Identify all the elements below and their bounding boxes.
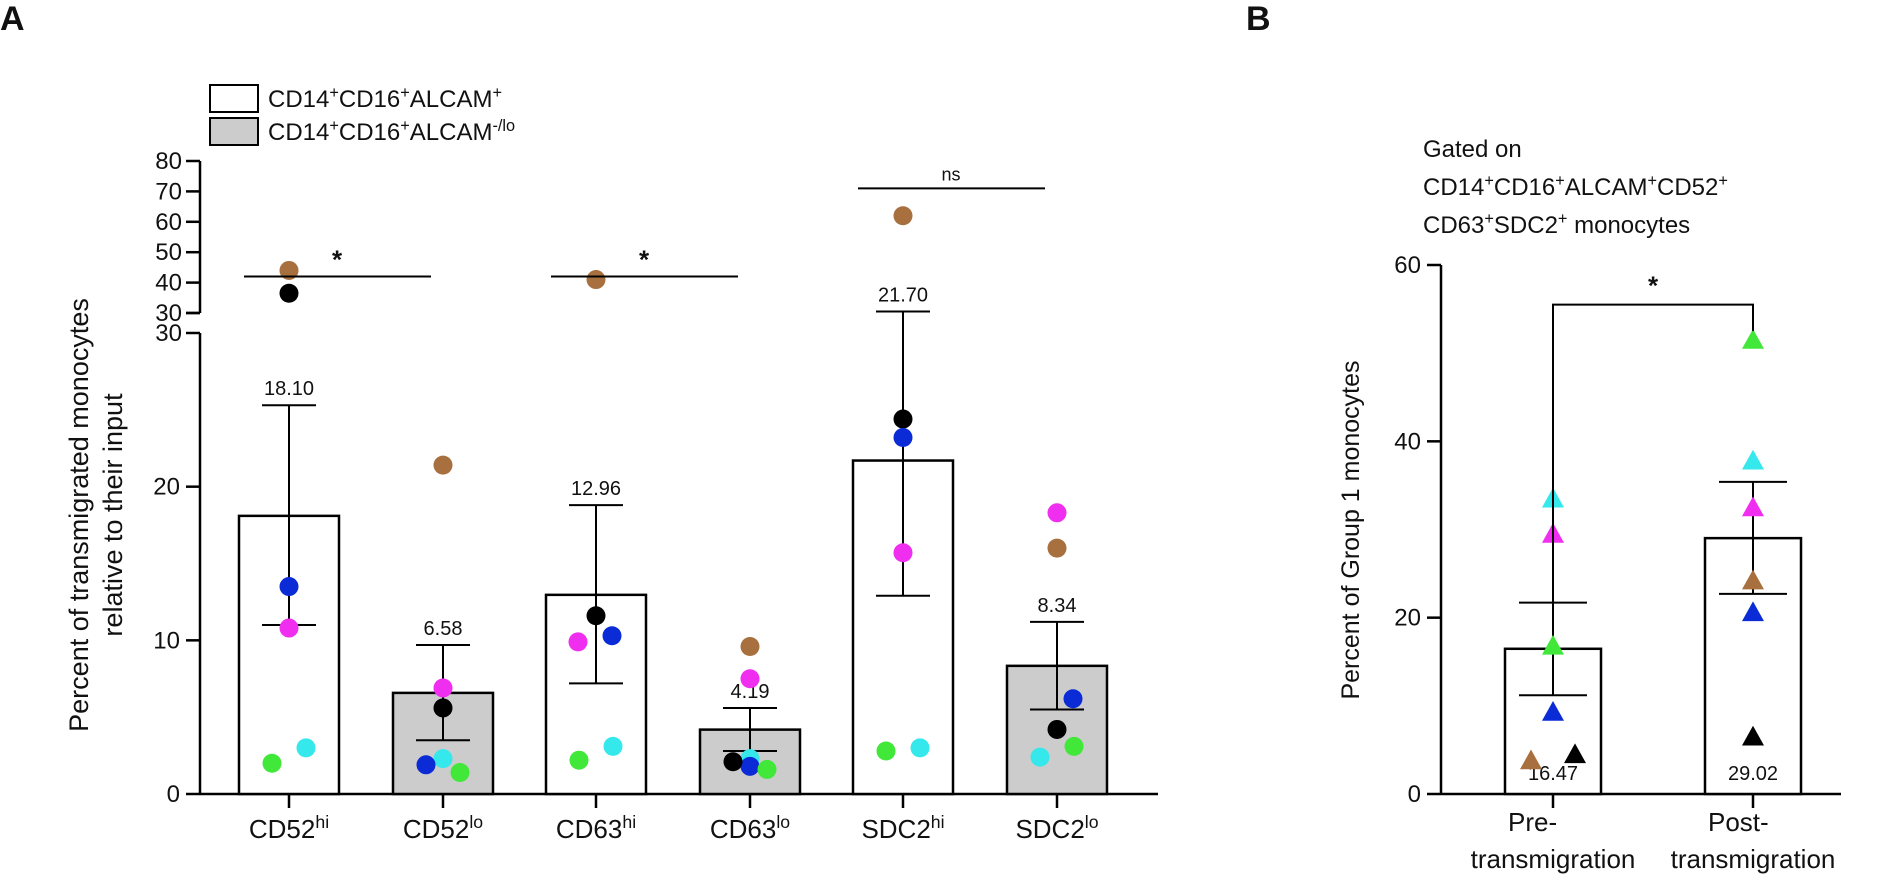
data-point-black — [723, 752, 743, 772]
y-tick-label: 50 — [155, 239, 182, 266]
mean-label: 4.19 — [731, 681, 770, 703]
x-tick-label: transmigration — [1471, 844, 1636, 874]
x-tick-label: CD63lo — [710, 812, 790, 844]
x-tick-label: CD52lo — [403, 812, 483, 844]
x-tick-label: CD52hi — [249, 812, 329, 844]
legend: CD14+CD16+ALCAM+ CD14+CD16+ALCAM-/lo — [209, 84, 515, 146]
y-tick-label: 40 — [155, 270, 182, 297]
data-point-brown — [433, 455, 453, 475]
data-point-green — [569, 750, 589, 770]
y-tick-label: 80 — [155, 148, 182, 175]
panel-label-a: A — [0, 0, 25, 38]
chart-b-title: Gated on CD14+CD16+ALCAM+CD52+ CD63+SDC2+ … — [1423, 136, 1728, 239]
mean-label: 18.10 — [264, 378, 314, 400]
significance-label: * — [639, 245, 650, 275]
x-tick-label: CD63hi — [556, 812, 636, 844]
data-point-blue — [279, 577, 299, 597]
data-point-black — [586, 606, 606, 626]
legend-label-alcam-pos: CD14+CD16+ALCAM+ — [268, 84, 502, 113]
data-point-cyan — [296, 738, 316, 758]
legend-swatch-alcam-pos — [209, 84, 259, 113]
data-point-green — [1542, 634, 1564, 655]
data-point-blue — [1542, 701, 1564, 721]
data-point-magenta — [1742, 496, 1764, 517]
y-tick-label: 40 — [1394, 428, 1421, 455]
panel-label-b: B — [1246, 0, 1271, 38]
y-tick-label: 0 — [167, 781, 180, 808]
data-point-black — [893, 409, 913, 429]
data-point-green — [262, 753, 282, 773]
data-point-brown — [1047, 538, 1067, 558]
significance-label: * — [332, 245, 343, 275]
data-point-green — [450, 762, 470, 782]
y-tick-label: 60 — [155, 209, 182, 236]
data-point-magenta — [740, 669, 760, 689]
y-tick-label: 20 — [1394, 605, 1421, 632]
y-tick-label: 10 — [153, 627, 180, 654]
significance-label: ns — [941, 164, 960, 184]
data-point-brown — [279, 260, 299, 280]
data-point-blue — [740, 756, 760, 776]
mean-label: 8.34 — [1038, 595, 1077, 617]
data-point-green — [876, 741, 896, 761]
data-point-green — [1742, 328, 1764, 349]
y-tick-label: 30 — [155, 320, 182, 347]
data-point-green — [1064, 736, 1084, 756]
chart-b: 0 20 40 60 Percent of Group 1 monocytes Pre-t… — [1337, 252, 1841, 874]
data-point-cyan — [1742, 449, 1764, 470]
data-point-cyan — [910, 738, 930, 758]
data-point-black — [433, 698, 453, 718]
y-tick-label: 60 — [1394, 252, 1421, 279]
data-point-brown — [893, 206, 913, 226]
y-tick-label: 0 — [1408, 781, 1421, 808]
significance-label: * — [1648, 271, 1659, 301]
data-point-black — [1742, 725, 1764, 746]
data-point-brown — [1742, 569, 1764, 590]
data-point-blue — [416, 755, 436, 775]
x-tick-label: transmigration — [1671, 844, 1836, 874]
data-point-magenta — [433, 678, 453, 698]
mean-label: 21.70 — [878, 284, 928, 306]
data-point-blue — [893, 427, 913, 447]
x-tick-label: Pre- — [1508, 807, 1557, 837]
legend-swatch-alcam-lo — [209, 117, 259, 146]
data-point-magenta — [279, 618, 299, 638]
mean-label: 12.96 — [571, 478, 621, 500]
data-point-blue — [602, 626, 622, 646]
data-point-magenta — [1047, 503, 1067, 523]
y-tick-label: 20 — [153, 474, 180, 501]
data-point-brown — [1520, 749, 1542, 770]
mean-label: 6.58 — [424, 618, 463, 640]
data-point-black — [1564, 743, 1586, 764]
data-point-blue — [1742, 601, 1764, 622]
data-point-magenta — [893, 543, 913, 563]
data-point-cyan — [1030, 747, 1050, 767]
data-point-blue — [1063, 689, 1083, 709]
data-point-black — [1047, 719, 1067, 739]
x-tick-label: SDC2lo — [1015, 812, 1098, 844]
data-point-green — [757, 759, 777, 779]
data-point-black — [279, 283, 299, 303]
y-tick-label: 30 — [155, 300, 182, 327]
x-tick-label: SDC2hi — [861, 812, 944, 844]
mean-label: 29.02 — [1728, 763, 1778, 785]
significance-bracket — [1552, 303, 1754, 603]
y-axis-label: Percent of transmigrated monocytes relati… — [64, 298, 128, 732]
y-tick-label: 70 — [155, 178, 182, 205]
data-point-brown — [740, 636, 760, 656]
data-point-cyan — [603, 736, 623, 756]
legend-label-alcam-lo: CD14+CD16+ALCAM-/lo — [268, 117, 515, 146]
y-axis-label: Percent of Group 1 monocytes — [1337, 360, 1365, 699]
data-point-brown — [586, 270, 606, 290]
x-tick-label: Post- — [1708, 807, 1769, 837]
data-point-magenta — [568, 632, 588, 652]
data-point-cyan — [433, 749, 453, 769]
